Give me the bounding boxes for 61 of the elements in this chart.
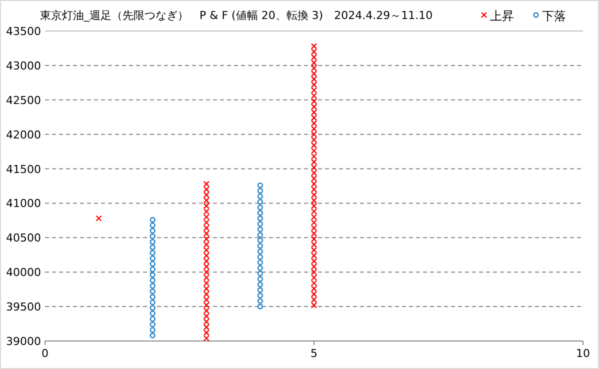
point (257, 216, 264, 222)
legend-label: 下落 (542, 9, 566, 23)
point (257, 243, 264, 249)
y-tick-label: 39000 (6, 335, 41, 348)
chart-title: 東京灯油_週足（先限つなぎ） P & F (値幅 20、転換 3) 2024.4.29～11.10 (40, 9, 433, 22)
point (150, 233, 156, 240)
point (257, 210, 264, 216)
point (150, 250, 156, 256)
point (257, 298, 264, 304)
point (150, 278, 156, 284)
point (150, 266, 156, 272)
point (257, 304, 264, 310)
point (257, 226, 264, 232)
legend-label: 上昇 (490, 9, 514, 23)
point (150, 222, 156, 228)
point (257, 270, 264, 276)
y-tick-label: 43000 (6, 59, 41, 72)
y-tick-label: 42000 (6, 128, 41, 142)
point (150, 244, 156, 250)
point (150, 228, 156, 234)
y-tick-label: 40500 (6, 232, 41, 245)
point (257, 276, 264, 282)
point (150, 322, 156, 328)
point (257, 282, 264, 288)
point (150, 260, 156, 267)
y-tick-label: 42500 (6, 94, 41, 107)
point (150, 327, 156, 333)
point (150, 332, 156, 338)
y-tick-label: 40000 (6, 266, 41, 280)
point (257, 238, 264, 244)
point (257, 193, 264, 200)
y-tick-label: 43500 (6, 25, 41, 38)
point (150, 316, 156, 322)
point (150, 283, 156, 289)
point (257, 182, 264, 188)
point (257, 188, 264, 194)
point (150, 310, 156, 316)
point (150, 305, 156, 311)
y-tick-label: 41000 (6, 197, 41, 210)
x-tick-label: 10 (576, 347, 590, 360)
point (257, 265, 264, 271)
point (150, 294, 156, 300)
x-tick-label: 5 (310, 347, 318, 360)
point (150, 288, 156, 294)
point (257, 221, 264, 227)
y-tick-label: 39500 (6, 300, 41, 314)
point (257, 204, 264, 210)
point (257, 287, 264, 293)
point (257, 292, 264, 298)
point (257, 254, 264, 260)
x-tick-label: 0 (42, 347, 48, 360)
point (150, 272, 156, 278)
point (257, 198, 264, 205)
point (150, 216, 156, 223)
point (257, 248, 264, 254)
y-tick-label: 41500 (6, 162, 41, 176)
point (257, 260, 264, 266)
point (150, 238, 156, 245)
point (150, 300, 156, 306)
point (150, 255, 156, 262)
point (257, 232, 264, 238)
